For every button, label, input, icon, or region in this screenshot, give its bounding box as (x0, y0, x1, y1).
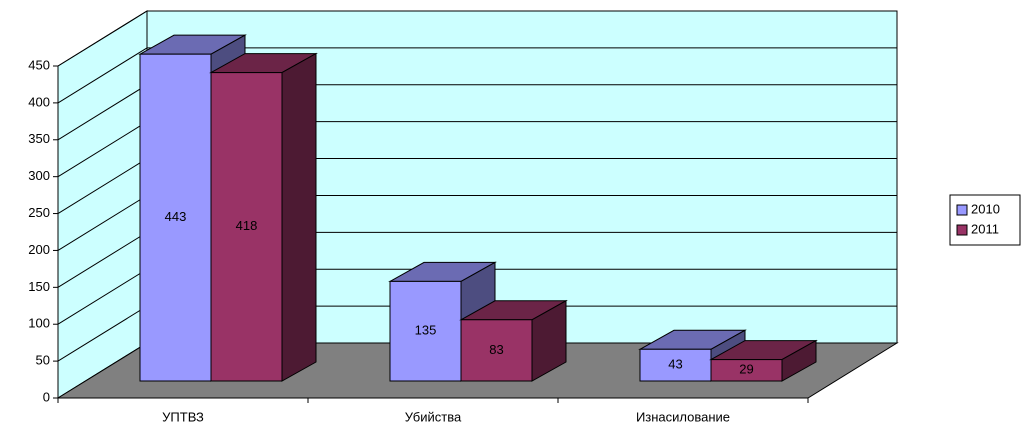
legend-label: 2010 (971, 201, 1000, 216)
grid-line (57, 47, 897, 104)
data-label: 418 (236, 218, 258, 233)
data-label: 29 (739, 362, 753, 377)
bar (210, 72, 283, 382)
legend-swatch (956, 204, 968, 216)
bar (139, 53, 212, 382)
bar (710, 359, 783, 382)
x-tick-label: Убийства (405, 409, 462, 424)
data-label: 443 (165, 209, 187, 224)
y-tick-label: 450 (28, 57, 50, 72)
x-tick-label: Изнасилование (636, 409, 730, 424)
y-tick-label: 200 (28, 242, 50, 257)
y-tick-label: 300 (28, 168, 50, 183)
y-tick-label: 0 (43, 389, 50, 404)
legend-box (949, 194, 1021, 246)
y-tick-label: 50 (36, 353, 50, 368)
data-label: 135 (415, 323, 437, 338)
side-wall (57, 10, 148, 399)
legend-label: 2011 (971, 221, 999, 236)
y-tick-label: 150 (28, 279, 50, 294)
x-tick-label: УПТВЗ (162, 409, 204, 424)
y-tick-label: 250 (28, 205, 50, 220)
bar (460, 319, 533, 382)
y-tick-label: 350 (28, 131, 50, 146)
y-tick-label: 100 (28, 316, 50, 331)
bar (389, 280, 462, 382)
y-tick-label: 400 (28, 94, 50, 109)
legend-swatch (956, 224, 968, 236)
grid-line (57, 10, 897, 67)
bar-side (281, 52, 317, 382)
data-label: 83 (489, 342, 503, 357)
bar (639, 348, 712, 382)
data-label: 43 (668, 357, 682, 372)
